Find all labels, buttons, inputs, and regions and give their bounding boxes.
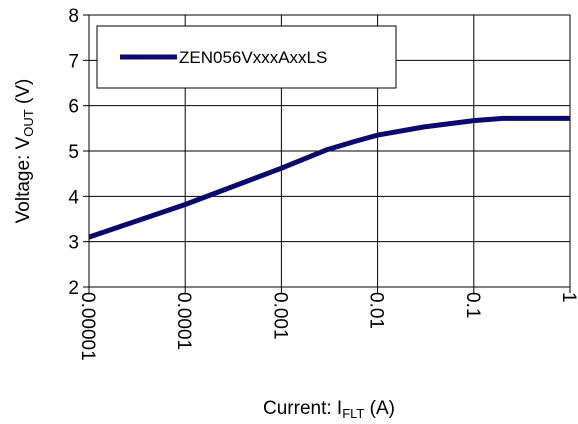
tick-labels: 2 3 4 5 6 7 8 0.00001 0.0001 0.001 0.01 0.1 1 (68, 6, 578, 361)
legend: ZEN056VxxxAxxLS (96, 25, 397, 89)
series-group (88, 115, 570, 240)
plot-frame (88, 14, 571, 288)
legend-label: ZEN056VxxxAxxLS (179, 48, 327, 67)
y-tick-label: 8 (68, 6, 79, 27)
x-tick-label: 0.001 (269, 292, 290, 340)
y-tick-label: 4 (68, 187, 79, 208)
axes (83, 14, 571, 293)
x-tick-label: 1 (558, 292, 578, 303)
x-tick-label: 0.0001 (173, 292, 194, 350)
y-tick-label: 2 (68, 278, 79, 299)
y-axis-title: Voltage: VOUT (V) (13, 79, 36, 224)
y-tick-label: 3 (68, 233, 79, 254)
y-tick-label: 7 (68, 51, 79, 72)
x-axis-title: Current: IFLT (A) (263, 398, 395, 421)
series-line (88, 115, 570, 240)
y-tick-label: 5 (68, 142, 79, 163)
y-tick-label: 6 (68, 97, 79, 118)
x-tick-label: 0.01 (366, 292, 387, 329)
x-tick-label: 0.1 (462, 292, 483, 318)
x-tick-label: 0.00001 (77, 292, 98, 361)
